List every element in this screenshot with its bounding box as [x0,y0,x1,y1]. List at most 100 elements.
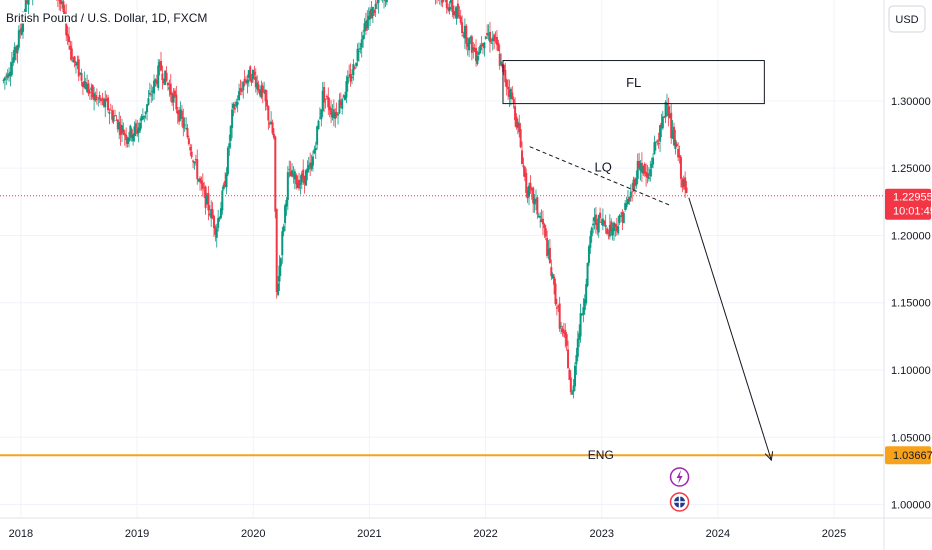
candle-body [357,50,360,52]
candle-body [362,35,365,40]
candle-body [238,91,241,100]
candle-body [620,216,623,217]
candle-body [189,146,192,151]
candle-body [27,0,30,5]
candle-body [281,231,284,256]
candle-body [150,94,153,96]
candle-body [140,116,143,121]
candle-body [553,276,556,285]
candle-body [441,0,444,3]
candle-body [139,122,142,131]
candle-body [454,10,457,16]
candle-body [261,85,264,93]
candle-body [157,65,160,88]
candle-body [194,159,197,161]
candle-body [677,149,680,158]
candle-body [521,150,524,165]
candle-body [523,166,526,177]
candle-body [214,226,217,235]
candle-body [134,123,137,129]
candle-body [8,73,11,77]
candle-body [672,126,675,146]
candle-body [476,55,479,64]
candle-body [342,95,345,97]
candle-body [87,83,90,94]
candle-body [88,91,91,93]
candle-body [360,39,363,48]
candle-body [253,71,256,75]
eng-label: ENG [588,448,614,462]
candle-body [679,157,682,179]
candle-body [516,122,519,128]
candle-body [119,124,122,136]
candle-body [586,262,589,287]
candle-body [185,127,188,129]
candle-body [108,112,111,114]
candle-body [565,334,568,346]
candle-body [63,11,66,14]
candle-body [13,47,16,60]
candle-body [199,178,202,183]
candle-body [350,76,353,79]
candle-body [488,31,491,43]
candle-body [498,53,501,66]
time-axis-bg [0,518,932,550]
projection-arrow-line[interactable] [688,197,772,461]
fl-zone-box[interactable] [502,60,765,105]
candle-body [341,99,344,109]
candle-body [638,160,641,168]
candle-body [596,222,599,230]
candle-body [58,0,61,1]
candle-body [463,26,466,39]
candle-body [562,331,565,334]
candle-body [487,34,490,36]
candle-body [271,122,274,134]
candle-body [344,95,347,100]
lq-trendline[interactable] [529,146,672,207]
candle-body [264,89,267,102]
candle-body [568,369,571,380]
candle-body [252,70,255,80]
candle-body [114,115,117,116]
candle-body [236,102,239,105]
candle-body [164,70,167,85]
candle-body [589,236,592,248]
candle-body [314,147,317,151]
candle-body [579,313,582,337]
candle-body [257,84,260,91]
candle-body [10,62,13,75]
projection-arrowhead [764,451,774,462]
candle-body [363,23,366,32]
candle-body [176,110,179,114]
y-tick-label: 1.25000 [891,163,931,175]
candle-body [614,223,617,228]
candle-body [72,60,75,63]
candle-body [461,22,464,34]
candle-body [484,36,487,39]
candle-body [449,0,452,4]
candle-body [649,169,652,177]
candle-body [325,95,328,97]
candle-body [515,116,518,128]
candle-body [306,168,309,173]
candle-body [265,99,268,107]
candle-body [155,80,158,84]
y-tick-label: 1.00000 [891,500,931,512]
candle-body [597,215,600,233]
candle-body [613,222,616,232]
candle-body [231,109,234,128]
candle-body [267,106,270,121]
candle-body [645,171,648,177]
candle-body [615,225,618,232]
support-price-label: 1.03667 [893,450,932,462]
candle-body [618,215,621,223]
currency-button[interactable] [888,5,926,33]
candle-body [229,126,232,141]
candle-body [317,120,320,130]
candle-body [76,62,79,65]
candle-body [298,179,301,189]
candle-body [137,127,140,134]
candle-body [345,81,348,98]
candle-body [210,209,213,219]
